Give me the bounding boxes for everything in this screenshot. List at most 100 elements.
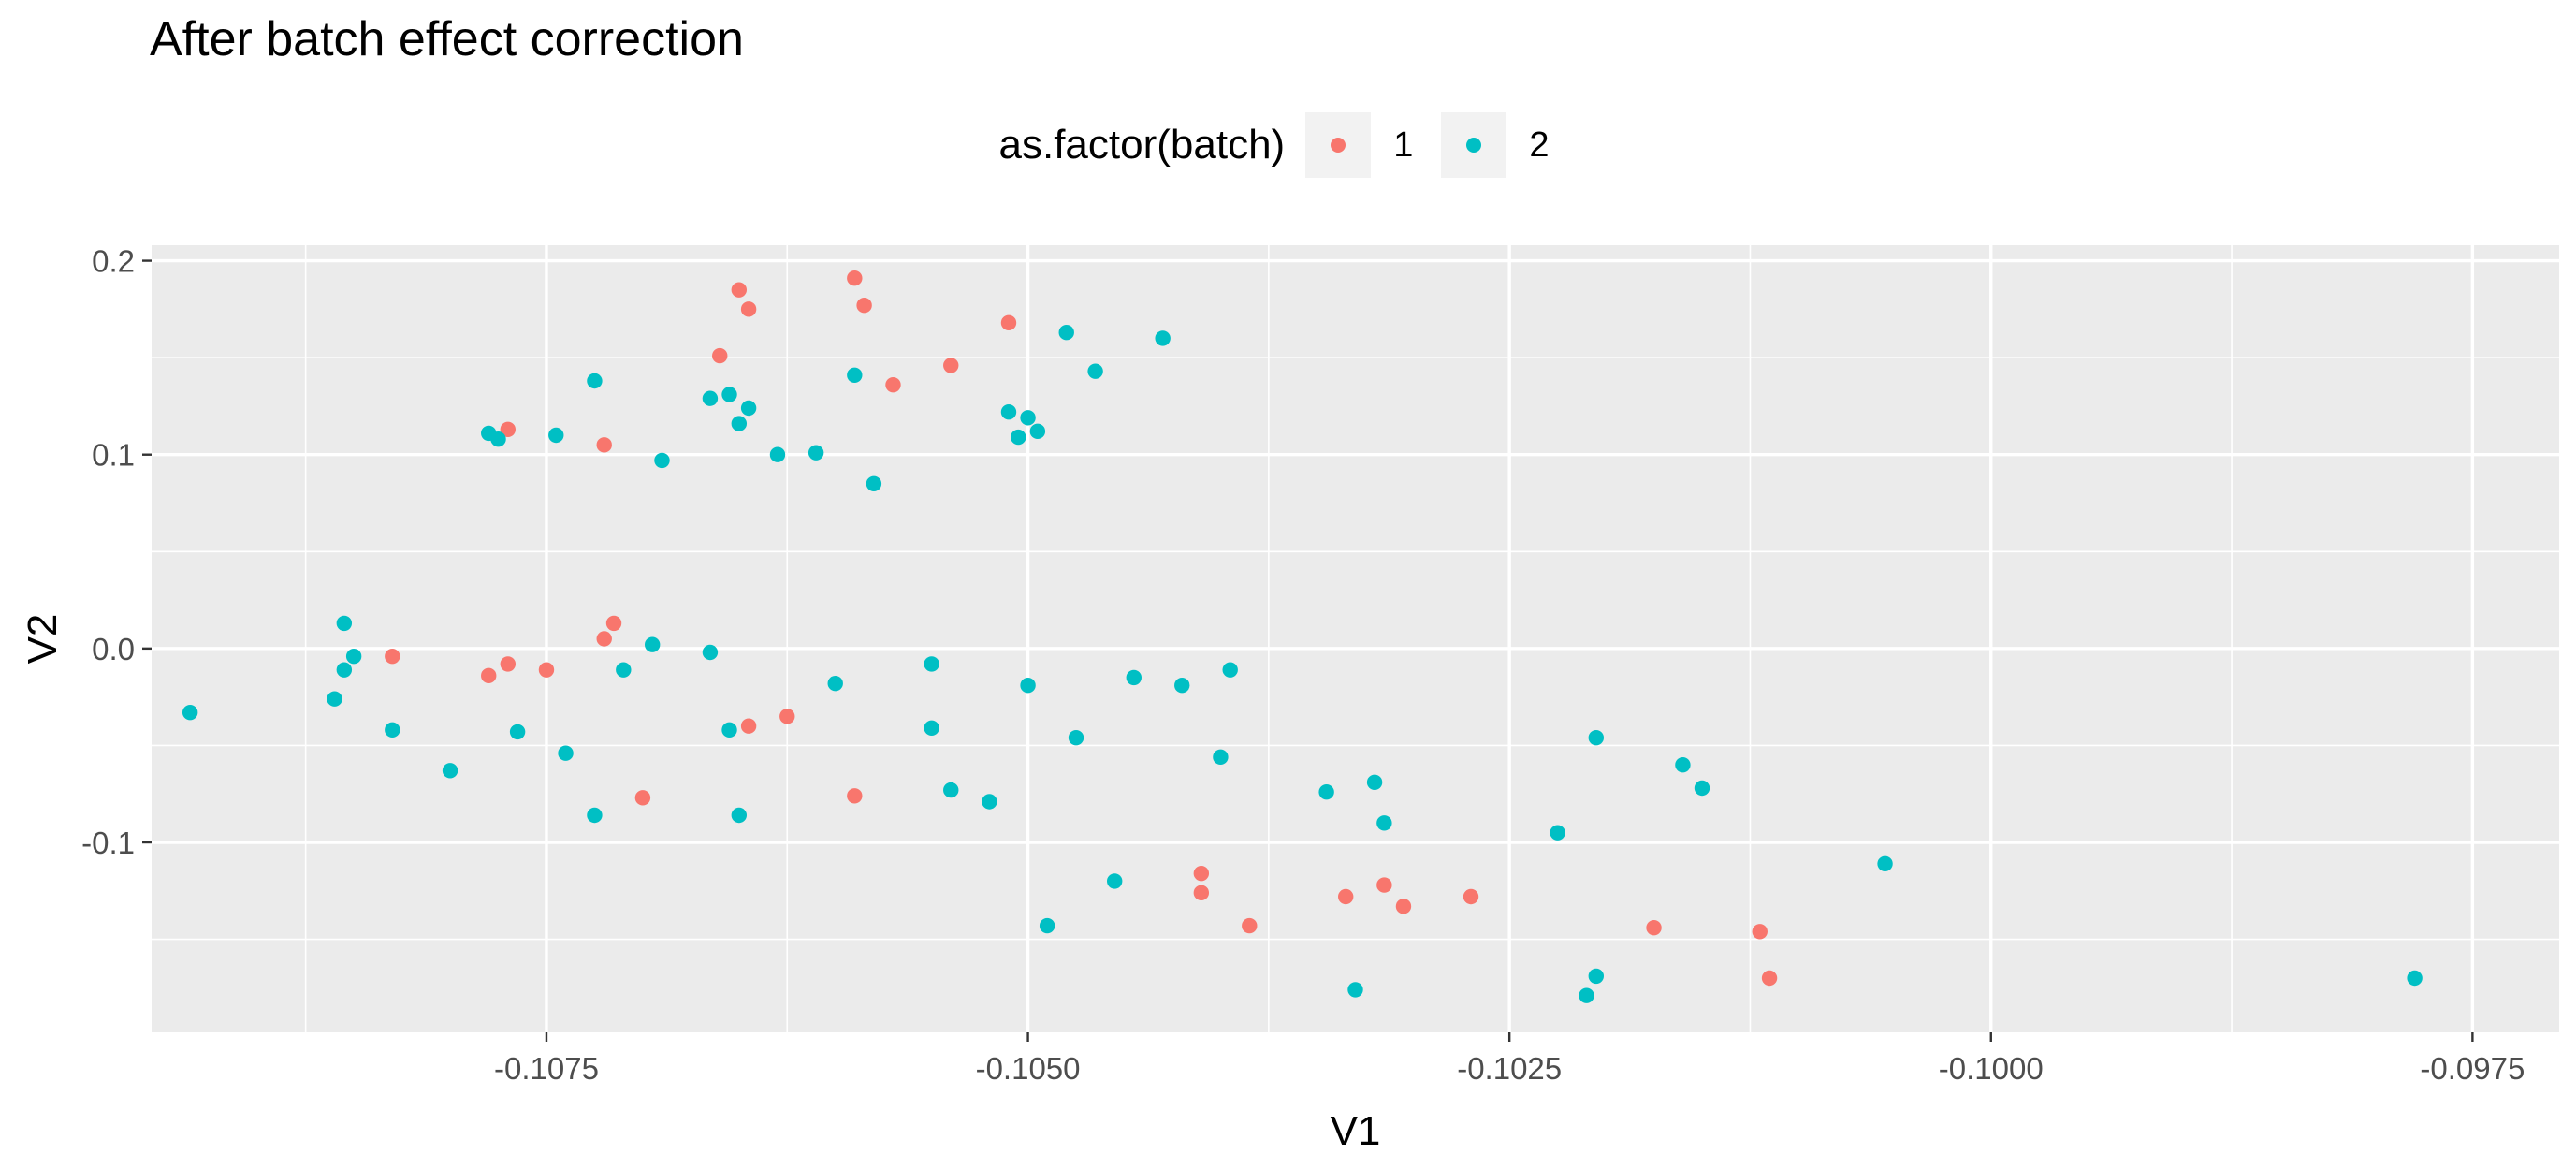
- data-point-batch-2: [182, 705, 198, 721]
- data-point-batch-2: [385, 722, 400, 738]
- x-tick-label: -0.1075: [494, 1051, 599, 1086]
- data-point-batch-1: [1000, 314, 1017, 331]
- data-point-batch-1: [481, 667, 497, 684]
- data-point-batch-1: [596, 437, 612, 453]
- data-point-batch-1: [596, 631, 612, 647]
- data-point-batch-2: [327, 691, 342, 707]
- legend-key-batch-2: [1441, 112, 1507, 178]
- x-tick-label: -0.0975: [2420, 1051, 2525, 1086]
- data-point-batch-1: [500, 656, 517, 672]
- chart-title: After batch effect correction: [150, 12, 744, 66]
- data-point-batch-2: [1222, 662, 1238, 678]
- legend-dot-batch-1: [1331, 138, 1346, 153]
- data-point-batch-2: [1579, 987, 1594, 1003]
- data-point-batch-2: [587, 373, 603, 389]
- data-point-batch-1: [885, 376, 901, 393]
- legend-dot-batch-2: [1466, 138, 1482, 153]
- data-point-batch-2: [847, 367, 863, 383]
- data-point-batch-1: [538, 662, 555, 678]
- data-point-batch-2: [1877, 855, 1893, 871]
- x-tick-label: -0.1000: [1939, 1051, 2044, 1086]
- data-point-batch-2: [1155, 330, 1171, 346]
- data-point-batch-2: [1020, 410, 1036, 426]
- data-point-batch-2: [509, 724, 526, 740]
- data-point-batch-2: [769, 446, 786, 462]
- data-point-batch-1: [500, 421, 517, 437]
- data-point-batch-2: [1039, 917, 1055, 934]
- data-point-batch-2: [740, 400, 757, 417]
- data-point-batch-2: [721, 722, 737, 738]
- y-tick-label: 0.1: [92, 438, 135, 473]
- data-point-batch-2: [616, 662, 632, 678]
- data-point-batch-2: [1318, 783, 1334, 800]
- data-point-batch-2: [2407, 970, 2423, 987]
- data-point-batch-1: [385, 648, 400, 665]
- data-point-batch-2: [654, 452, 670, 469]
- data-point-batch-2: [943, 782, 959, 798]
- data-point-batch-2: [808, 445, 824, 461]
- data-point-batch-2: [336, 662, 353, 678]
- data-point-batch-2: [1694, 780, 1710, 797]
- data-point-batch-2: [1366, 774, 1383, 790]
- data-point-batch-1: [712, 347, 728, 364]
- data-point-batch-2: [1347, 982, 1363, 998]
- legend: as.factor(batch) 1 2: [0, 112, 2576, 178]
- data-point-batch-2: [1087, 363, 1103, 379]
- data-point-batch-1: [740, 301, 757, 317]
- legend-key-batch-1: [1305, 112, 1372, 178]
- data-point-batch-2: [1107, 873, 1123, 889]
- legend-label-batch-1: 1: [1393, 124, 1414, 165]
- data-point-batch-2: [1020, 678, 1036, 694]
- data-point-batch-1: [943, 358, 959, 373]
- data-point-batch-2: [702, 644, 719, 661]
- data-point-batch-1: [1463, 888, 1479, 905]
- data-point-batch-2: [442, 763, 458, 779]
- data-point-batch-1: [634, 790, 651, 806]
- data-point-batch-2: [1011, 429, 1026, 446]
- legend-label-batch-2: 2: [1529, 124, 1550, 165]
- data-point-batch-1: [1338, 888, 1354, 905]
- x-tick-label: -0.1025: [1457, 1051, 1562, 1086]
- data-point-batch-2: [548, 427, 564, 444]
- data-point-batch-2: [721, 387, 737, 402]
- data-point-batch-2: [1550, 825, 1565, 841]
- data-point-batch-1: [605, 615, 622, 632]
- data-point-batch-2: [731, 807, 748, 824]
- data-point-batch-1: [731, 282, 748, 298]
- data-point-batch-1: [1376, 877, 1392, 893]
- data-point-batch-2: [1588, 729, 1605, 746]
- data-point-batch-2: [1174, 678, 1190, 694]
- data-point-batch-2: [1213, 749, 1229, 766]
- plot-panel: [152, 245, 2559, 1032]
- data-point-batch-2: [731, 416, 748, 431]
- x-axis-label: V1: [1331, 1108, 1381, 1154]
- y-tick-label: 0.0: [92, 632, 135, 666]
- data-point-batch-2: [866, 475, 882, 491]
- data-point-batch-1: [779, 709, 795, 724]
- y-axis-label: V2: [20, 614, 65, 665]
- data-point-batch-2: [1068, 729, 1084, 746]
- data-point-batch-1: [1752, 924, 1768, 940]
- data-point-batch-2: [644, 636, 661, 652]
- data-point-batch-2: [1058, 325, 1074, 341]
- legend-title: as.factor(batch): [998, 122, 1286, 168]
- data-point-batch-1: [1761, 970, 1778, 987]
- data-point-batch-1: [1193, 865, 1210, 882]
- data-point-batch-1: [740, 718, 757, 734]
- data-point-batch-1: [1193, 885, 1210, 901]
- data-point-batch-2: [924, 656, 939, 672]
- data-point-batch-2: [1588, 968, 1605, 985]
- data-point-batch-2: [1126, 669, 1142, 686]
- y-tick-label: 0.2: [92, 244, 135, 279]
- data-point-batch-2: [1675, 756, 1691, 773]
- data-point-batch-1: [847, 788, 863, 804]
- data-point-batch-2: [345, 648, 362, 665]
- data-point-batch-2: [702, 390, 719, 406]
- data-point-batch-2: [924, 720, 939, 736]
- data-point-batch-2: [1376, 815, 1392, 831]
- data-point-batch-2: [982, 794, 997, 810]
- data-point-batch-1: [856, 298, 872, 314]
- data-point-batch-2: [336, 615, 353, 632]
